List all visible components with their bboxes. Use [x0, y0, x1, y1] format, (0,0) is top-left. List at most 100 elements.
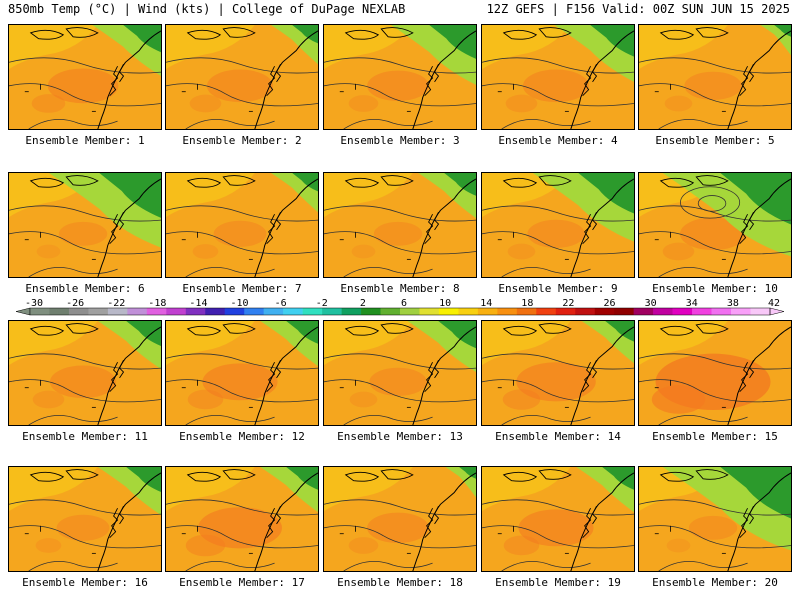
ensemble-member-label: Ensemble Member: 1: [25, 134, 145, 147]
temperature-map: [9, 173, 161, 277]
ensemble-member-label: Ensemble Member: 6: [25, 282, 145, 295]
ensemble-member-map: [638, 24, 792, 130]
temperature-map: [166, 25, 318, 129]
ensemble-member-label: Ensemble Member: 4: [498, 134, 618, 147]
ensemble-member-map: [323, 320, 477, 426]
ensemble-member-label: Ensemble Member: 9: [498, 282, 618, 295]
colorbar-swatch: [127, 308, 148, 315]
colorbar-swatch: [750, 308, 771, 315]
colorbar-tick-label: -2: [316, 298, 328, 309]
ensemble-member-map: [165, 320, 319, 426]
colorbar-swatch: [458, 308, 479, 315]
temperature-map: [639, 173, 791, 277]
colorbar-tick-label: 42: [768, 298, 780, 309]
colorbar-swatch: [302, 308, 323, 315]
ensemble-member-label: Ensemble Member: 17: [179, 576, 305, 589]
colorbar-tick-label: 18: [521, 298, 533, 309]
colorbar-tick-label: 22: [562, 298, 574, 309]
colorbar-tick-label: -10: [231, 298, 249, 309]
colorbar-tick-label: 26: [604, 298, 616, 309]
colorbar-swatch: [594, 308, 615, 315]
temperature-map: [324, 25, 476, 129]
ensemble-member-label: Ensemble Member: 8: [340, 282, 460, 295]
temperature-map: [482, 321, 634, 425]
ensemble-member-label: Ensemble Member: 12: [179, 430, 305, 443]
colorbar-swatch: [68, 308, 89, 315]
temperature-map: [166, 467, 318, 571]
colorbar-tick-label: 30: [645, 298, 657, 309]
colorbar-right-arrow: [769, 307, 785, 316]
colorbar-swatch: [341, 308, 362, 315]
ensemble-member-label: Ensemble Member: 7: [182, 282, 302, 295]
ensemble-member-label: Ensemble Member: 3: [340, 134, 460, 147]
colorbar-swatch: [361, 308, 381, 315]
colorbar-tick-label: -22: [107, 298, 125, 309]
ensemble-member-label: Ensemble Member: 13: [337, 430, 463, 443]
ensemble-member-label: Ensemble Member: 18: [337, 576, 463, 589]
colorbar-swatch: [263, 308, 284, 315]
colorbar-swatch: [205, 308, 226, 315]
colorbar-swatch: [672, 308, 693, 315]
colorbar-left-arrow: [15, 307, 31, 316]
ensemble-member-map: [638, 466, 792, 572]
colorbar-swatch: [30, 308, 50, 315]
colorbar-swatch: [614, 308, 634, 315]
header-valid-time: 12Z GEFS | F156 Valid: 00Z SUN JUN 15 20…: [486, 2, 790, 16]
ensemble-member-label: Ensemble Member: 11: [22, 430, 148, 443]
colorbar-swatch: [107, 308, 128, 315]
colorbar-tick-label: 2: [360, 298, 366, 309]
ensemble-member-label: Ensemble Member: 2: [182, 134, 302, 147]
ensemble-member-map: [638, 172, 792, 278]
ensemble-member-map: [481, 320, 635, 426]
ensemble-member-map: [323, 24, 477, 130]
temperature-map: [9, 321, 161, 425]
colorbar-tick-label: -26: [66, 298, 84, 309]
ensemble-member-map: [165, 172, 319, 278]
colorbar-swatch: [166, 308, 187, 315]
ensemble-member-map: [481, 466, 635, 572]
ensemble-member-map: [481, 24, 635, 130]
temperature-map: [324, 467, 476, 571]
colorbar-swatch: [477, 308, 498, 315]
colorbar-swatch: [555, 308, 576, 315]
colorbar-swatch: [400, 308, 420, 315]
colorbar-swatch: [224, 308, 245, 315]
ensemble-member-label: Ensemble Member: 5: [655, 134, 775, 147]
ensemble-member-map: [165, 466, 319, 572]
colorbar-tick-label: 10: [439, 298, 451, 309]
ensemble-member-label: Ensemble Member: 14: [495, 430, 621, 443]
colorbar-tick-label: 6: [401, 298, 407, 309]
colorbar-swatch: [711, 308, 732, 315]
colorbar-swatch: [692, 308, 712, 315]
colorbar-tick-label: 38: [727, 298, 739, 309]
colorbar-tick-label: 34: [686, 298, 698, 309]
colorbar-swatch: [146, 308, 167, 315]
temperature-map: [639, 25, 791, 129]
colorbar-swatch: [322, 308, 342, 315]
colorbar-swatch: [88, 308, 109, 315]
colorbar-swatch: [536, 308, 557, 315]
temperature-map: [639, 467, 791, 571]
temperature-map: [324, 321, 476, 425]
temperature-map: [166, 321, 318, 425]
colorbar-tick-label: -14: [189, 298, 207, 309]
temperature-map: [9, 467, 161, 571]
ensemble-member-label: Ensemble Member: 10: [652, 282, 778, 295]
colorbar-swatch: [575, 308, 596, 315]
colorbar-tick-label: 14: [480, 298, 492, 309]
colorbar-tick-label: -18: [148, 298, 166, 309]
colorbar-swatch: [49, 308, 70, 315]
temperature-map: [324, 173, 476, 277]
colorbar-swatch: [633, 308, 654, 315]
ensemble-member-map: [323, 466, 477, 572]
temperature-map: [482, 25, 634, 129]
colorbar-swatch: [185, 308, 206, 315]
ensemble-member-label: Ensemble Member: 16: [22, 576, 148, 589]
colorbar-swatch: [438, 308, 459, 315]
colorbar-swatch: [283, 308, 303, 315]
ensemble-member-map: [323, 172, 477, 278]
temperature-map: [639, 321, 791, 425]
ensemble-member-map: [481, 172, 635, 278]
colorbar-swatch: [497, 308, 518, 315]
temperature-colorbar: -30 -26 -22 -18 -14 -10 -6 -2 2 6 10 14 18 22 26 30 34 38…: [15, 298, 785, 316]
